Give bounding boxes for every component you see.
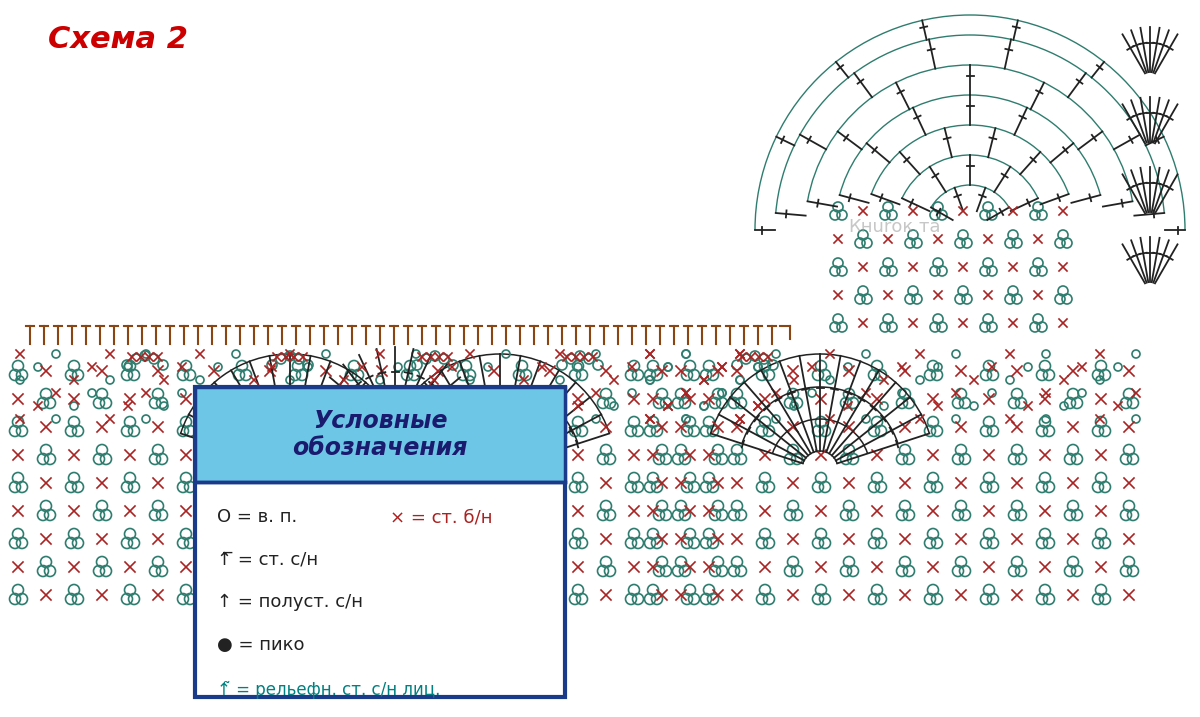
- Text: Кнurок.тa: Кнurок.тa: [848, 218, 941, 236]
- Text: ● = пико: ● = пико: [217, 636, 305, 654]
- Text: Условные
обозначения: Условные обозначения: [293, 409, 468, 460]
- Bar: [194, 387, 565, 482]
- Text: ↑̃ = рельефн. ст. с/н лиц.: ↑̃ = рельефн. ст. с/н лиц.: [217, 681, 440, 699]
- Text: ↑ = полуст. с/н: ↑ = полуст. с/н: [217, 593, 364, 611]
- Text: O = в. п.: O = в. п.: [217, 508, 298, 526]
- Text: Схема 2: Схема 2: [48, 25, 188, 54]
- Text: ↑̅ = ст. с/н: ↑̅ = ст. с/н: [217, 551, 318, 569]
- Bar: [194, 387, 565, 697]
- Text: × = ст. б/н: × = ст. б/н: [390, 508, 492, 526]
